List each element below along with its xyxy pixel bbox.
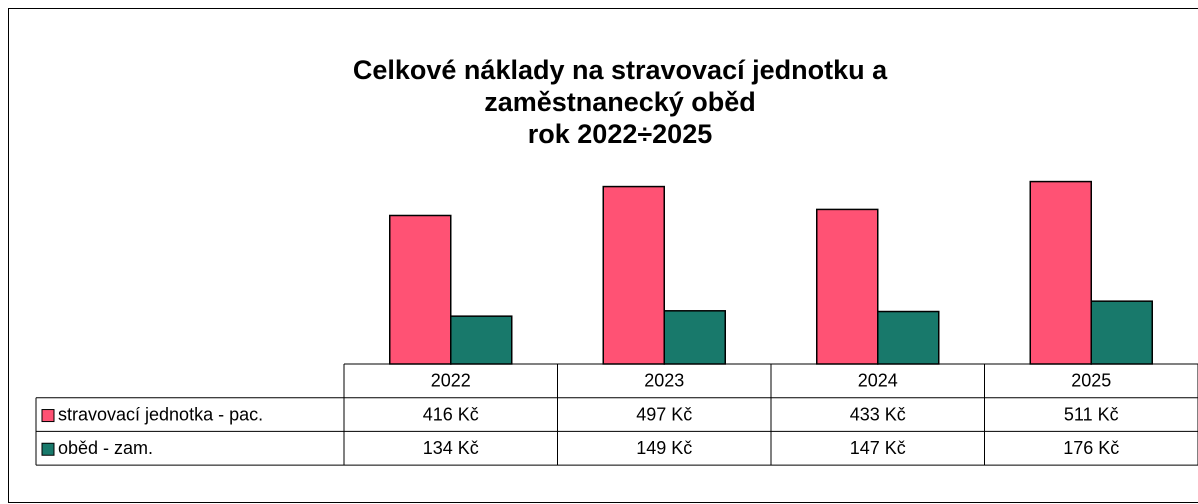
bar: [602, 185, 665, 365]
x-tick-label: 2025: [1071, 371, 1111, 391]
legend-key: [41, 442, 55, 456]
chart-title: zaměstnanecký oběd: [484, 87, 756, 117]
x-tick-label: 2023: [644, 371, 684, 391]
legend-label: oběd - zam.: [58, 438, 153, 458]
chart-title: Celkové náklady na stravovací jednotku a: [353, 55, 888, 85]
bar: [450, 315, 513, 365]
legend-label: stravovací jednotka - pac.: [58, 404, 263, 424]
legend-key: [41, 409, 55, 423]
bar: [816, 208, 879, 365]
bar: [389, 214, 452, 365]
bar: [1090, 300, 1153, 365]
x-tick-label: 2022: [431, 371, 471, 391]
data-label: 497 Kč: [636, 404, 692, 424]
bar: [663, 310, 726, 365]
data-label: 176 Kč: [1063, 438, 1119, 458]
data-label: 149 Kč: [636, 438, 692, 458]
x-tick-label: 2024: [858, 371, 898, 391]
bar: [877, 310, 940, 365]
data-label: 147 Kč: [850, 438, 906, 458]
data-label: 134 Kč: [423, 438, 479, 458]
data-label: 416 Kč: [423, 404, 479, 424]
bar: [1029, 180, 1092, 365]
chart-title: rok 2022÷2025: [528, 119, 712, 149]
data-label: 511 Kč: [1064, 404, 1119, 424]
data-label: 433 Kč: [850, 404, 906, 424]
